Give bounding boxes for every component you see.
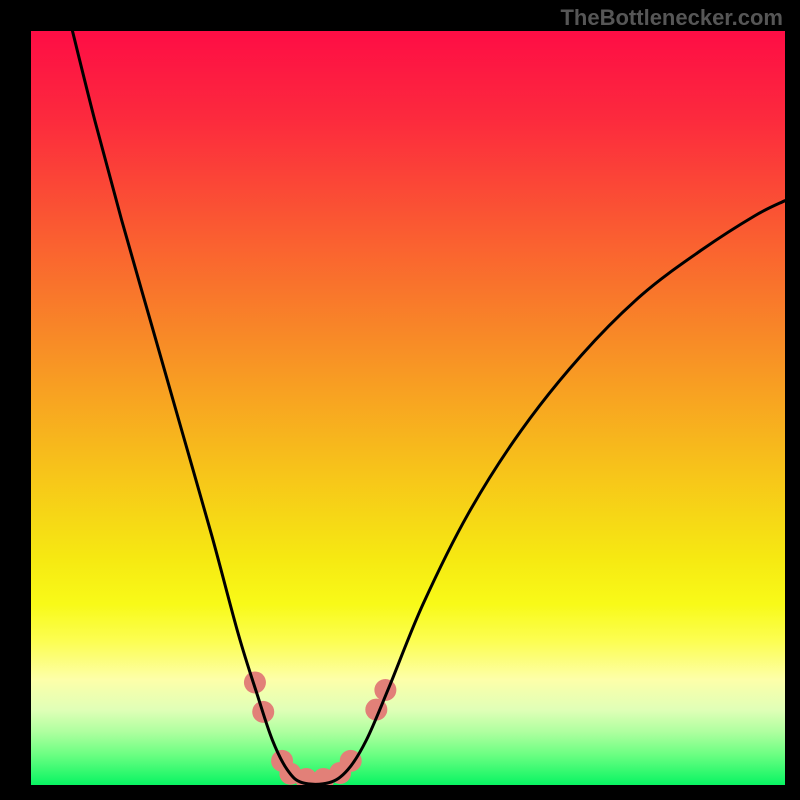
- curve-layer: [31, 31, 785, 785]
- watermark-text: TheBottlenecker.com: [560, 5, 783, 31]
- plot-area: [31, 31, 785, 785]
- bottleneck-curve: [72, 31, 785, 784]
